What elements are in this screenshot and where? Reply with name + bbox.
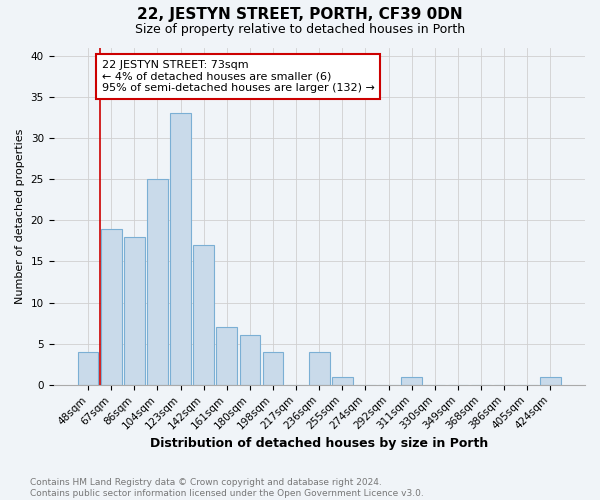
- Bar: [170, 114, 191, 385]
- Bar: [540, 376, 561, 385]
- Bar: [239, 336, 260, 385]
- Bar: [193, 245, 214, 385]
- Bar: [77, 352, 98, 385]
- Bar: [217, 328, 237, 385]
- Bar: [309, 352, 329, 385]
- Bar: [101, 228, 122, 385]
- Bar: [263, 352, 283, 385]
- Text: 22, JESTYN STREET, PORTH, CF39 0DN: 22, JESTYN STREET, PORTH, CF39 0DN: [137, 8, 463, 22]
- X-axis label: Distribution of detached houses by size in Porth: Distribution of detached houses by size …: [150, 437, 488, 450]
- Bar: [401, 376, 422, 385]
- Text: 22 JESTYN STREET: 73sqm
← 4% of detached houses are smaller (6)
95% of semi-deta: 22 JESTYN STREET: 73sqm ← 4% of detached…: [102, 60, 375, 93]
- Bar: [332, 376, 353, 385]
- Text: Size of property relative to detached houses in Porth: Size of property relative to detached ho…: [135, 22, 465, 36]
- Y-axis label: Number of detached properties: Number of detached properties: [15, 128, 25, 304]
- Bar: [147, 179, 168, 385]
- Text: Contains HM Land Registry data © Crown copyright and database right 2024.
Contai: Contains HM Land Registry data © Crown c…: [30, 478, 424, 498]
- Bar: [124, 237, 145, 385]
